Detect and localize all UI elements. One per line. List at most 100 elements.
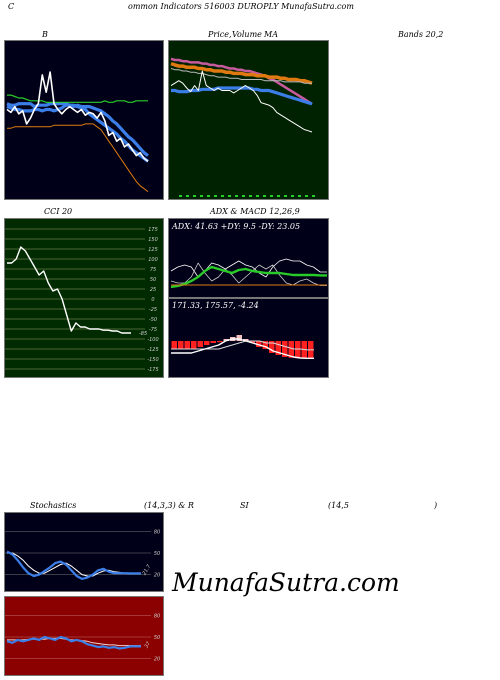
- macd-hist-bar: [171, 341, 177, 349]
- macd-signal-line: [171, 340, 314, 351]
- cci-tick-label: -175: [147, 367, 158, 373]
- stoch-panel: 80 50 20 21.7: [4, 512, 164, 592]
- macd-values: 171.33, 175.57, -4.24: [172, 301, 259, 310]
- cci-tick-label: -150: [147, 357, 158, 363]
- volume-bar: [305, 195, 308, 197]
- macd-line: [171, 338, 314, 359]
- ma-label: MA: [264, 30, 278, 39]
- macd-hist-bar: [197, 341, 203, 347]
- stoch-tick-label: 20: [154, 573, 160, 579]
- page-title: ommon Indicators 516003 DUROPLY MunafaSu…: [128, 2, 354, 11]
- price-close-line: [170, 70, 313, 133]
- cci-tick-label: 150: [148, 237, 158, 243]
- rsi-label: SI: [240, 501, 249, 510]
- cci-tick-label: 0: [151, 297, 154, 303]
- volume-bar: [193, 195, 196, 197]
- macd-hist-bar: [217, 341, 223, 343]
- volume-bar: [256, 195, 259, 197]
- adx-minus-dy-line: [170, 258, 327, 278]
- macd-hist-bar: [269, 341, 275, 353]
- adx-line: [170, 265, 327, 289]
- macd-hist-bar: [295, 341, 301, 359]
- volume-bar: [207, 195, 210, 197]
- macd-chart: [171, 335, 314, 359]
- volume-bar: [200, 195, 203, 197]
- macd-hist-bar: [282, 341, 288, 357]
- volume-bar: [228, 195, 231, 197]
- boll-upper-band-line: [7, 94, 148, 103]
- cci-tick-label: 125: [148, 247, 158, 253]
- cci-tick-label: -50: [149, 317, 157, 323]
- cci-tick-label: 100: [148, 257, 158, 263]
- cci-chart: 175 150 125 100 75 50 25 0 -25 -50 -75 -100 -125 -150…: [5, 227, 159, 373]
- macd-hist-bar: [178, 341, 184, 349]
- volume-bar: [179, 195, 182, 197]
- volume-label: Volume: [232, 30, 262, 39]
- adx-values: ADX: 41.63 +DY: 9.5 -DY: 23.05: [172, 222, 301, 231]
- price-label: Price,: [208, 30, 232, 39]
- cci-tick-label: 175: [148, 227, 158, 233]
- price-ma-grey-line: [170, 68, 312, 84]
- rsi-tick-label: 20: [154, 657, 160, 663]
- cci-tick-label: 75: [150, 267, 156, 273]
- volume-bar: [242, 195, 245, 197]
- rsi-chart: 80 50 20 37: [5, 613, 160, 663]
- cci-tick-label: -75: [149, 327, 157, 333]
- stoch-tick-label: 50: [154, 551, 160, 557]
- volume-bar: [270, 195, 273, 197]
- cci-tick-label: 25: [150, 287, 156, 293]
- rsi-end-label: 37: [144, 640, 153, 649]
- rsi-tick-label: 80: [154, 613, 160, 619]
- volume-bar: [312, 195, 315, 197]
- cci-line: [7, 246, 131, 334]
- macd-hist-bar: [184, 341, 190, 349]
- macd-hist-bar: [243, 339, 249, 341]
- c-letter: C: [8, 2, 15, 11]
- macd-hist-bar: [236, 335, 242, 341]
- rsi-close: ): [434, 501, 438, 510]
- stoch-end-label: 21.7: [142, 563, 153, 576]
- cci-tick-label: -125: [147, 347, 158, 353]
- rsi-tick-label: 50: [154, 635, 160, 641]
- adx-panel: ADX: 41.63 +DY: 9.5 -DY: 23.05: [168, 218, 329, 298]
- adx-label: ADX & MACD 12,26,9: [210, 207, 300, 216]
- volume-bar: [284, 195, 287, 197]
- volume-bar: [186, 195, 189, 197]
- bollinger-chart: [6, 71, 149, 193]
- cci-label: CCI 20: [44, 207, 73, 216]
- macd-hist-bar: [275, 341, 281, 355]
- macd-hist-bar: [249, 341, 255, 343]
- macd-hist-bar: [256, 341, 262, 347]
- bollinger-panel: [4, 40, 164, 200]
- adx-chart: [170, 258, 327, 289]
- price-chart: [170, 57, 315, 197]
- macd-hist-bar: [223, 339, 229, 341]
- rsi-panel: 80 50 20 37: [4, 596, 164, 676]
- volume-bar: [263, 195, 266, 197]
- cci-tick-label: -25: [149, 307, 157, 313]
- volume-bar: [221, 195, 224, 197]
- cci-panel: 175 150 125 100 75 50 25 0 -25 -50 -75 -100 -125 -150…: [4, 218, 164, 378]
- rsi-params: (14,5: [328, 501, 349, 510]
- bollinger-label: B: [42, 30, 48, 39]
- macd-hist-bar: [204, 341, 210, 345]
- cci-tick-label: 50: [150, 277, 156, 283]
- price-ma-orange-line: [170, 61, 313, 85]
- price-panel: [168, 40, 329, 200]
- bands-title: Bands 20,2: [398, 30, 444, 39]
- adx-plus-dy-line: [170, 262, 327, 286]
- boll-ma-line: [7, 123, 149, 193]
- macd-hist-bar: [262, 341, 268, 349]
- macd-hist-bar: [191, 341, 197, 349]
- stoch-k-line: [6, 550, 141, 581]
- volume-bar: [277, 195, 280, 197]
- macd-hist-bar: [288, 341, 294, 358]
- volume-bar: [249, 195, 252, 197]
- boll-middle-band-line: [6, 103, 149, 157]
- cci-end-label: -85: [139, 331, 147, 337]
- volume-bar: [291, 195, 294, 197]
- watermark: MunafaSutra.com: [172, 568, 400, 597]
- cci-tick-label: -100: [147, 337, 158, 343]
- rsi-line: [6, 635, 141, 650]
